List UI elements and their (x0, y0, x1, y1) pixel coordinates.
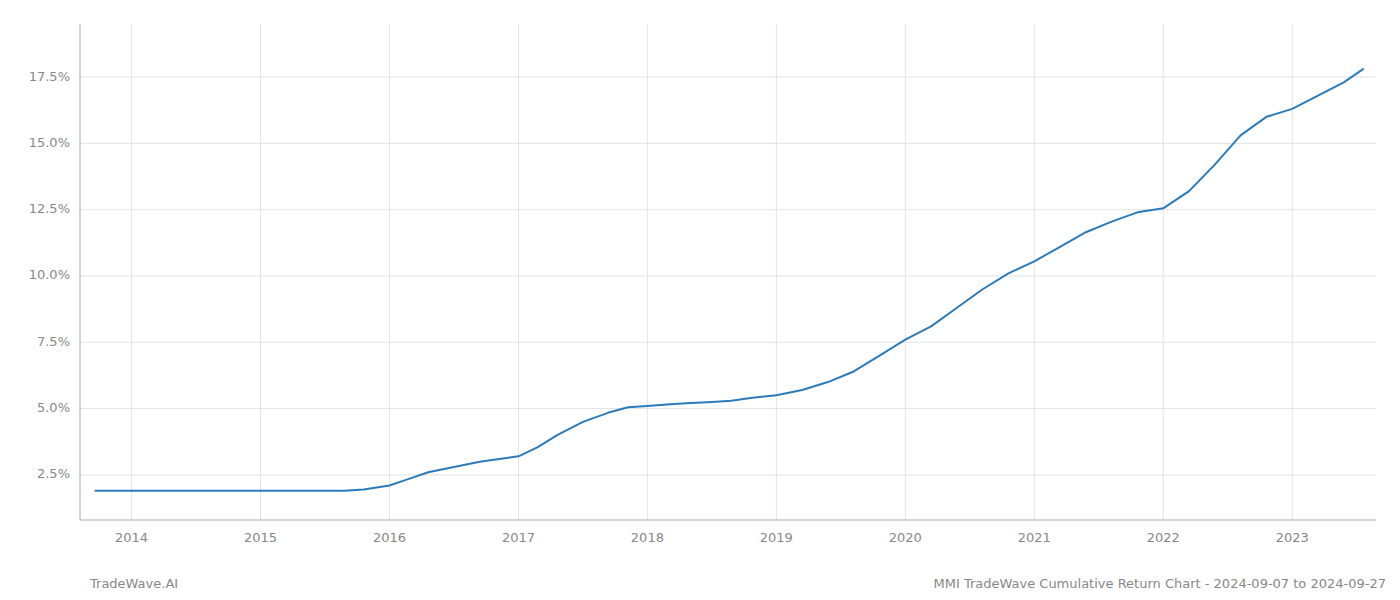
y-tick-label: 10.0% (29, 267, 70, 282)
x-grid-line (647, 24, 648, 520)
x-tick-label: 2018 (631, 530, 664, 545)
x-tick-label: 2017 (502, 530, 535, 545)
y-tick-label: 2.5% (37, 466, 70, 481)
y-grid-line (80, 77, 1376, 78)
x-grid-line (776, 24, 777, 520)
watermark: TradeWave.AI (89, 576, 178, 591)
x-tick-label: 2022 (1147, 530, 1180, 545)
x-tick-label: 2019 (760, 530, 793, 545)
chart: 2.5% 5.0% 7.5% 10.0% 12.5% 15.0% 17.5% 2014 2015… (0, 0, 1400, 600)
line (95, 69, 1363, 491)
x-tick-label: 2023 (1276, 530, 1309, 545)
y-tick-label: 7.5% (37, 334, 70, 349)
x-tick-label: 2014 (115, 530, 148, 545)
x-tick-label: 2016 (373, 530, 406, 545)
y-grid-line (80, 408, 1376, 409)
y-tick-label: 15.0% (29, 135, 70, 150)
x-grid-line (518, 24, 519, 520)
x-tick-label: 2015 (244, 530, 277, 545)
x-grid-line (389, 24, 390, 520)
y-tick-label: 12.5% (29, 201, 70, 216)
x-grid-line (905, 24, 906, 520)
y-grid-line (80, 275, 1376, 276)
x-grid-line (131, 24, 132, 520)
title: MMI TradeWave Cumulative Return Chart - … (934, 576, 1387, 591)
y-grid-line (80, 143, 1376, 144)
x-axis-line (80, 520, 1376, 521)
y-tick-label: 17.5% (29, 69, 70, 84)
x-tick-label: 2020 (889, 530, 922, 545)
x-tick-label: 2021 (1018, 530, 1051, 545)
x-grid-line (1292, 24, 1293, 520)
y-tick-label: 5.0% (37, 400, 70, 415)
y-grid-line (80, 209, 1376, 210)
page: {"chart_data": { "type": "line", "title"… (0, 0, 1400, 600)
y-grid-line (80, 474, 1376, 475)
axes: 2.5% 5.0% 7.5% 10.0% 12.5% 15.0% 17.5% 2014 2015… (29, 24, 1376, 545)
y-grid-line (80, 342, 1376, 343)
x-grid-line (1163, 24, 1164, 520)
grid (80, 24, 1376, 520)
series-group (95, 69, 1363, 491)
y-axis-line (80, 24, 81, 520)
x-grid-line (1034, 24, 1035, 520)
x-grid-line (260, 24, 261, 520)
